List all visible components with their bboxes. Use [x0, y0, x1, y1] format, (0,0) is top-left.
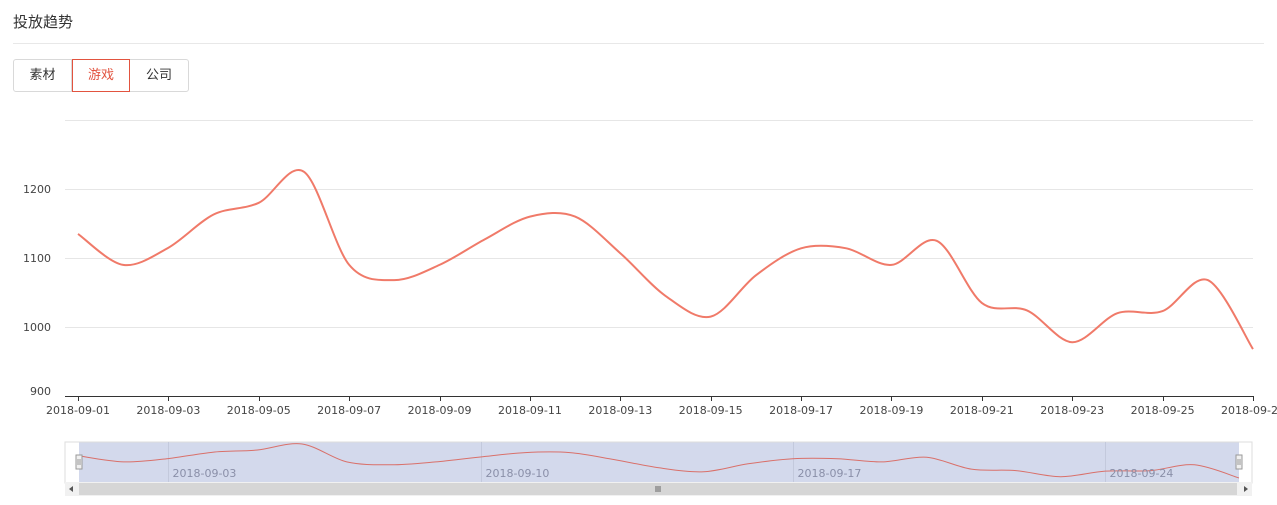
scroll-left-arrow-icon[interactable]	[65, 482, 78, 496]
y-tick-label: 900	[30, 385, 51, 398]
tab-group: 素材 游戏 公司	[13, 59, 189, 92]
zoom-axis-label: 2018-09-17	[798, 467, 862, 480]
zoom-axis-label: 2018-09-03	[173, 467, 237, 480]
x-tick-label: 2018-09-09	[408, 404, 472, 417]
x-tick-label: 2018-09-21	[950, 404, 1014, 417]
zoom-handle-left[interactable]	[75, 454, 83, 470]
scrollbar-grip-icon	[655, 486, 661, 492]
tab-company[interactable]: 公司	[145, 68, 172, 83]
zoom-preview-line	[78, 443, 1240, 479]
x-tick-label: 2018-09-05	[227, 404, 291, 417]
x-tick-label: 2018-09-19	[859, 404, 923, 417]
x-tick-label: 2018-09-15	[679, 404, 743, 417]
scroll-right-arrow-icon[interactable]	[1239, 482, 1252, 496]
x-tick-label: 2018-09-23	[1040, 404, 1104, 417]
zoom-axis-label: 2018-09-10	[486, 467, 550, 480]
series-line	[77, 169, 1254, 350]
y-tick-label: 1200	[23, 183, 51, 196]
x-tick-label: 2018-09-13	[588, 404, 652, 417]
horizontal-scrollbar[interactable]	[65, 482, 1252, 496]
x-tick-label: 2018-09-07	[317, 404, 381, 417]
x-tick-label: 2018-09-25	[1131, 404, 1195, 417]
title-divider	[13, 43, 1264, 44]
x-tick-label: 2018-09-03	[136, 404, 200, 417]
page-title: 投放趋势	[13, 13, 74, 31]
x-tick-label: 2018-09-27	[1221, 404, 1277, 417]
tab-game[interactable]: 游戏	[72, 59, 130, 92]
y-tick-label: 1100	[23, 252, 51, 265]
x-tick-label: 2018-09-17	[769, 404, 833, 417]
x-tick-label: 2018-09-11	[498, 404, 562, 417]
tab-material[interactable]: 素材	[14, 60, 72, 91]
y-tick-label: 1000	[23, 321, 51, 334]
zoom-handle-right[interactable]	[1235, 454, 1243, 470]
zoom-window[interactable]	[79, 442, 1239, 482]
zoom-axis-label: 2018-09-24	[1110, 467, 1174, 480]
x-tick-label: 2018-09-01	[46, 404, 110, 417]
